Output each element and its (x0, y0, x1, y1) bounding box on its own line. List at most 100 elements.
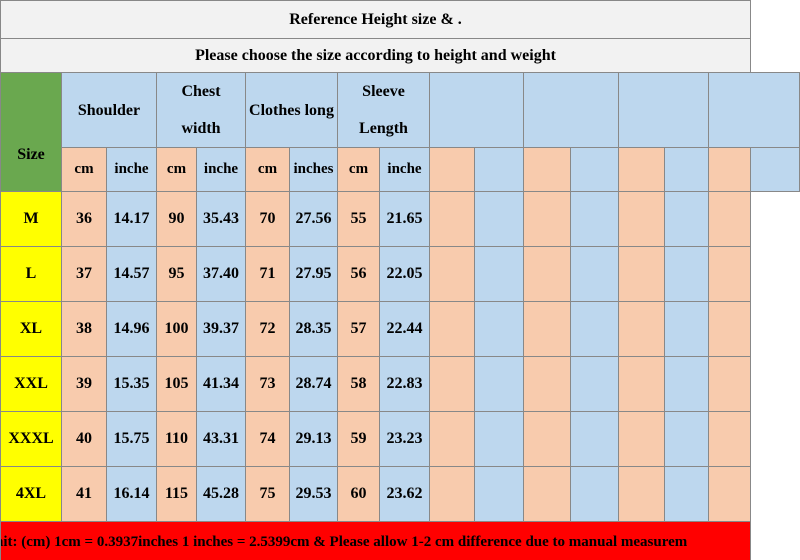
empty-cell (707, 147, 752, 192)
empty-cell (429, 301, 475, 357)
empty-cell (570, 191, 619, 247)
empty-cell (618, 147, 665, 192)
empty-cell (664, 301, 709, 357)
unit-cell: cm (245, 147, 290, 192)
measurement-cell: 21.65 (379, 191, 430, 247)
empty-cell (664, 356, 709, 412)
table-row: L 37 14.57 95 37.40 71 27.95 56 22.05 (0, 246, 800, 302)
empty-cell (707, 466, 752, 522)
empty-cell (570, 356, 619, 412)
measurement-cell: 14.96 (106, 301, 157, 357)
empty-cell (664, 411, 709, 467)
empty-cell (429, 246, 475, 302)
measurement-cell: 57 (337, 301, 380, 357)
empty-cell (570, 147, 619, 192)
size-label: L (0, 246, 62, 302)
unit-cell: cm (61, 147, 107, 192)
empty-cell (523, 147, 571, 192)
measurement-cell: 110 (156, 411, 197, 467)
empty-cell (664, 466, 709, 522)
measurement-cell: 95 (156, 246, 197, 302)
chest-header-line1: Chest (181, 83, 221, 100)
measurement-cell: 40 (61, 411, 107, 467)
empty-cell (570, 246, 619, 302)
empty-cell (523, 356, 571, 412)
measurement-cell: 41.34 (196, 356, 246, 412)
empty-cell (707, 356, 752, 412)
empty-cell (664, 246, 709, 302)
measurement-cell: 37.40 (196, 246, 246, 302)
empty-cell (523, 466, 571, 522)
sleeve-header: Sleeve Length (337, 72, 430, 148)
empty-header (523, 72, 619, 148)
empty-cell (618, 246, 665, 302)
empty-cell (570, 411, 619, 467)
unit-cell: cm (337, 147, 380, 192)
empty-cell (474, 191, 524, 247)
size-label: XL (0, 301, 62, 357)
measurement-cell: 43.31 (196, 411, 246, 467)
footer-note: nit: (cm) 1cm = 0.3937inches 1 inches = … (0, 521, 752, 560)
shoulder-header: Shoulder (61, 72, 157, 148)
chest-header: Chest width (156, 72, 246, 148)
size-label: 4XL (0, 466, 62, 522)
measurement-cell: 71 (245, 246, 290, 302)
chest-header-line2: width (181, 120, 221, 137)
size-label: XXXL (0, 411, 62, 467)
measurement-cell: 73 (245, 356, 290, 412)
empty-header (429, 72, 524, 148)
empty-cell (429, 356, 475, 412)
measurement-cell: 22.83 (379, 356, 430, 412)
empty-cell (618, 301, 665, 357)
measurement-cell: 105 (156, 356, 197, 412)
measurement-cell: 58 (337, 356, 380, 412)
sleeve-header-line1: Sleeve (362, 83, 405, 100)
measurement-cell: 22.44 (379, 301, 430, 357)
empty-cell (618, 191, 665, 247)
empty-cell (429, 411, 475, 467)
measurement-cell: 39.37 (196, 301, 246, 357)
table-row: XXXL 40 15.75 110 43.31 74 29.13 59 23.23 (0, 411, 800, 467)
empty-cell (474, 147, 524, 192)
measurement-cell: 59 (337, 411, 380, 467)
empty-header (618, 72, 709, 148)
measurement-cell: 23.23 (379, 411, 430, 467)
measurement-cell: 60 (337, 466, 380, 522)
measurement-cell: 27.95 (289, 246, 338, 302)
empty-cell (474, 301, 524, 357)
empty-cell (707, 191, 752, 247)
sleeve-header-line2: Length (359, 120, 408, 137)
empty-cell (523, 246, 571, 302)
unit-cell: inches (289, 147, 338, 192)
measurement-cell: 100 (156, 301, 197, 357)
measurement-cell: 90 (156, 191, 197, 247)
measurement-cell: 14.17 (106, 191, 157, 247)
measurement-cell: 28.35 (289, 301, 338, 357)
size-label: M (0, 191, 62, 247)
empty-cell (429, 147, 475, 192)
measurement-cell: 27.56 (289, 191, 338, 247)
measurement-cell: 16.14 (106, 466, 157, 522)
measurement-cell: 37 (61, 246, 107, 302)
size-header: Size (0, 72, 62, 192)
measurement-cell: 36 (61, 191, 107, 247)
chart-title: Reference Height size & . (0, 0, 752, 39)
measurement-cell: 14.57 (106, 246, 157, 302)
empty-cell (474, 466, 524, 522)
measurement-cell: 23.62 (379, 466, 430, 522)
measurement-cell: 29.53 (289, 466, 338, 522)
empty-cell (707, 246, 752, 302)
empty-cell (523, 301, 571, 357)
chart-subtitle: Please choose the size according to heig… (0, 38, 752, 73)
empty-cell (618, 356, 665, 412)
measurement-cell: 72 (245, 301, 290, 357)
empty-header (708, 72, 800, 148)
measurement-cell: 29.13 (289, 411, 338, 467)
empty-cell (664, 147, 709, 192)
empty-cell (429, 191, 475, 247)
empty-cell (429, 466, 475, 522)
measurement-cell: 35.43 (196, 191, 246, 247)
empty-cell (664, 191, 709, 247)
